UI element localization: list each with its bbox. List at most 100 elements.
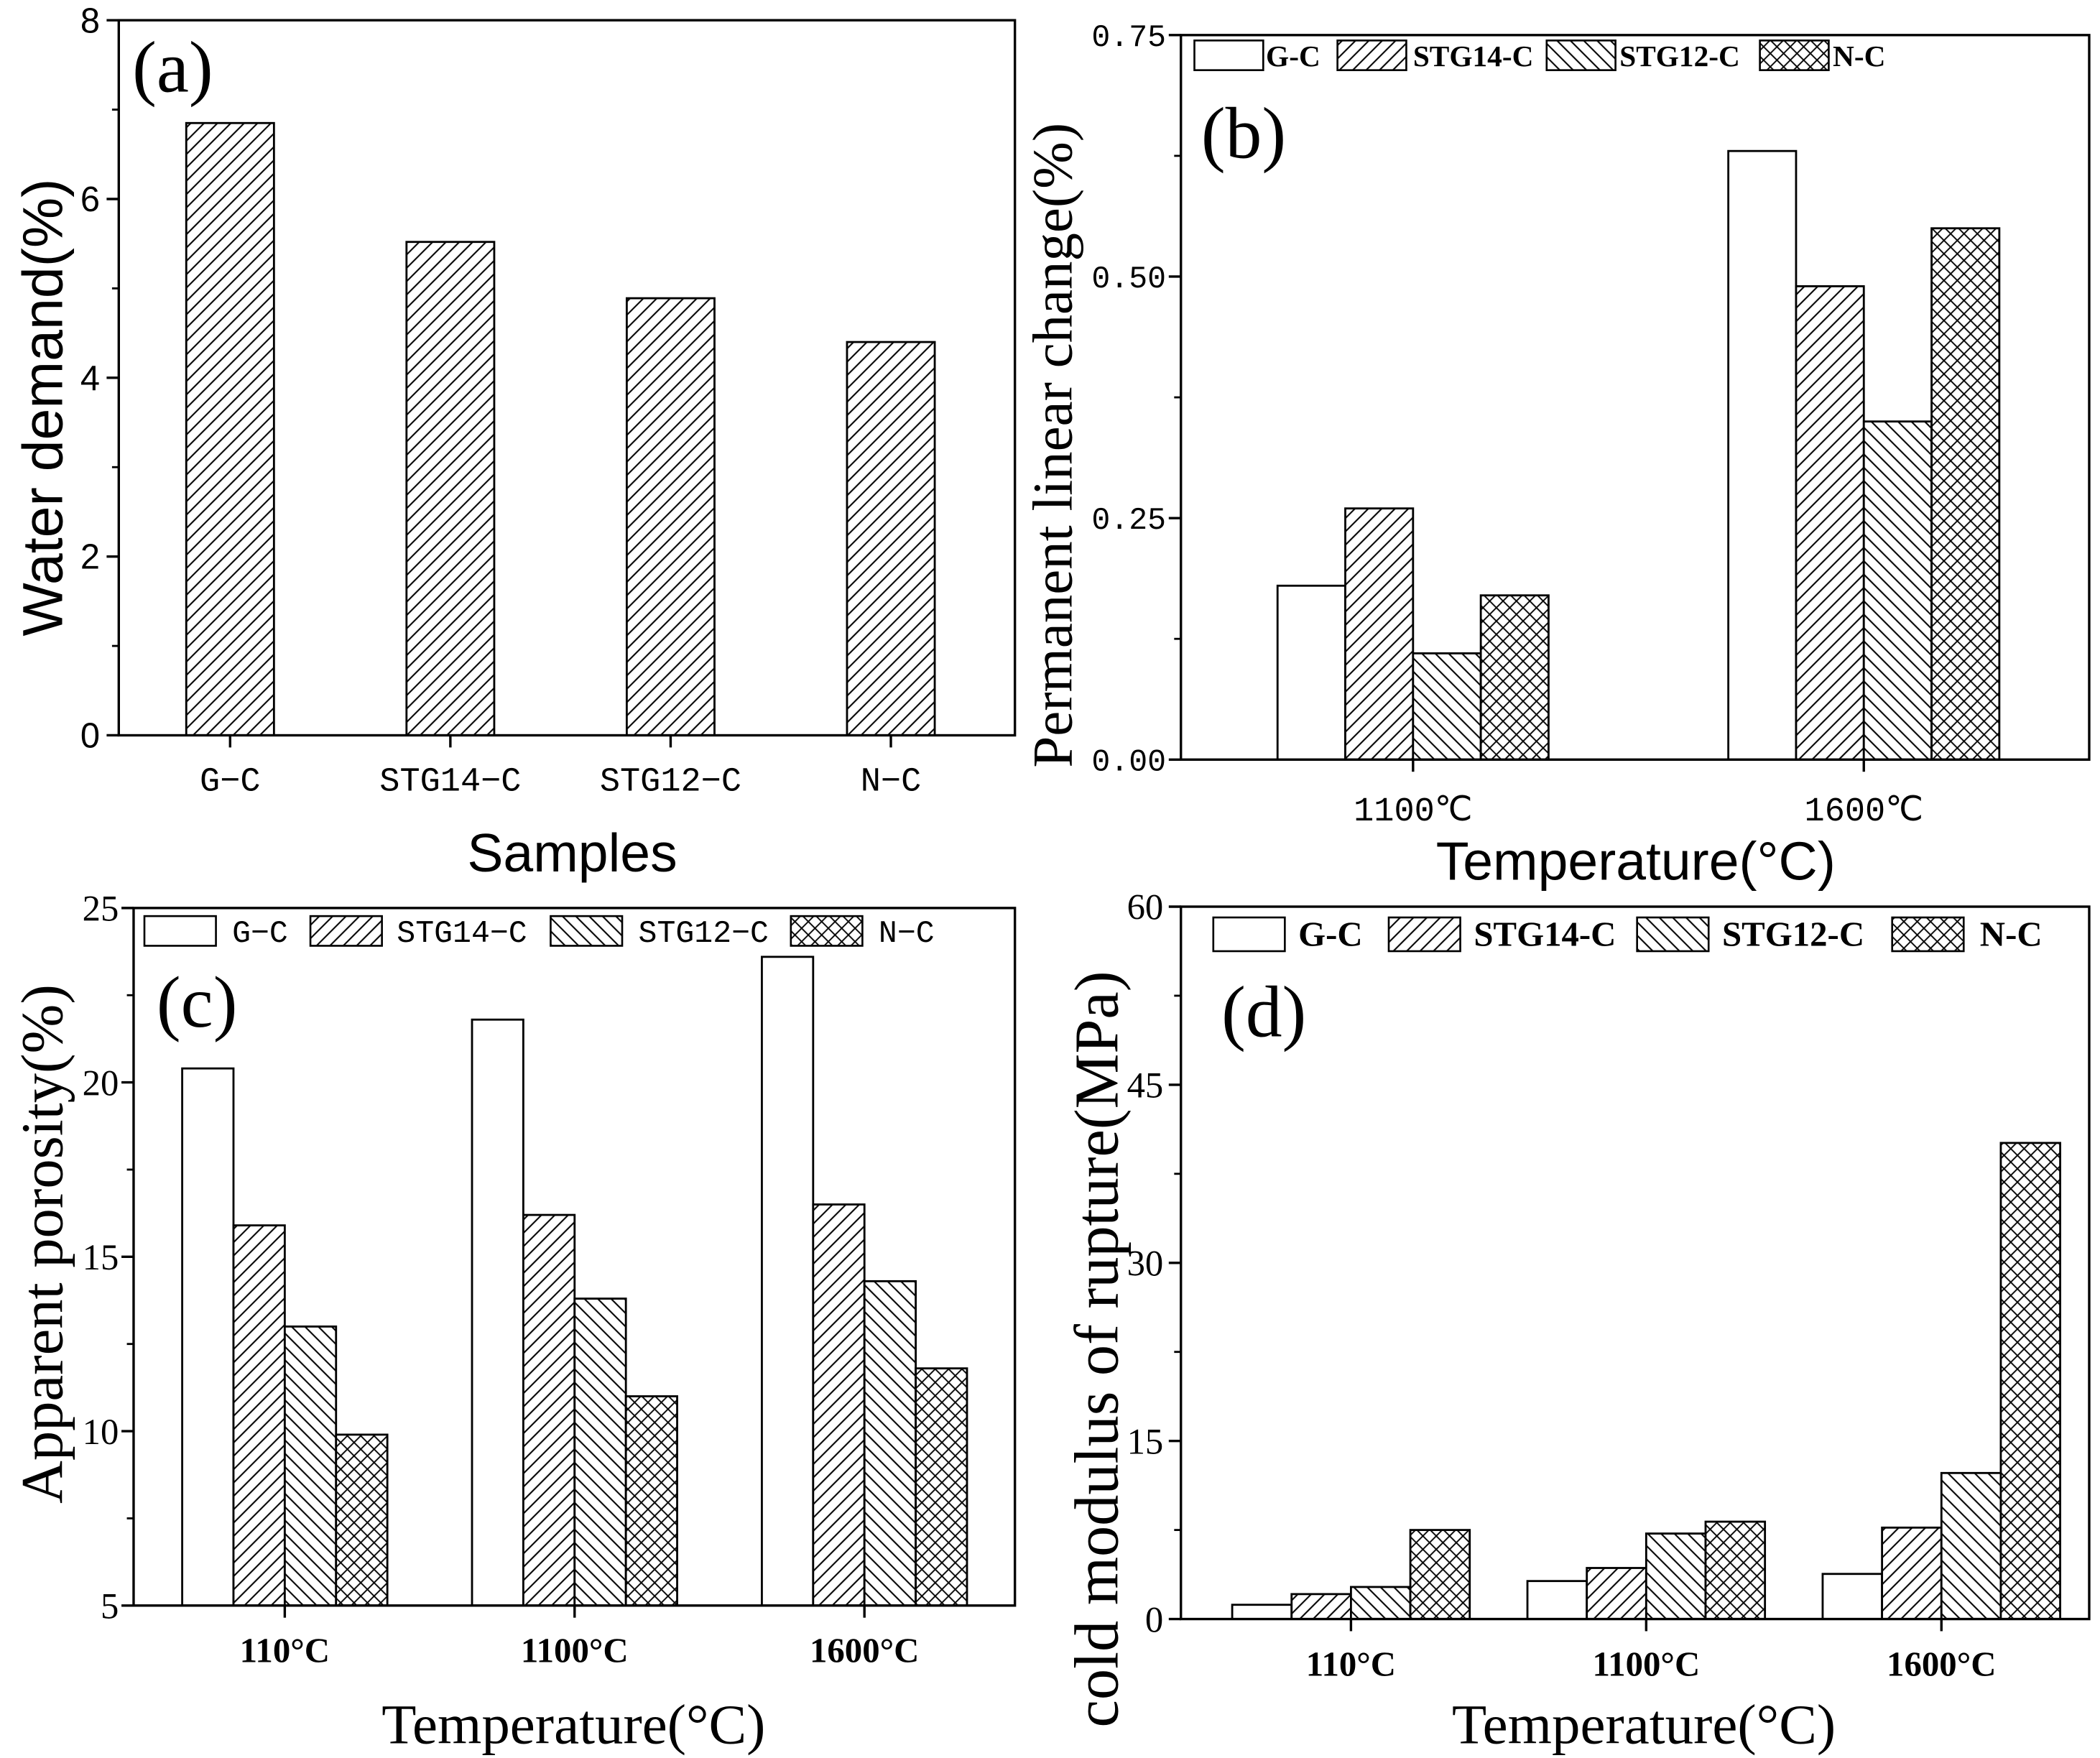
bar-stg14-c-1100 xyxy=(1344,507,1415,761)
y-tick-label: 45 xyxy=(1127,1065,1164,1106)
bar-stg14-c xyxy=(405,241,496,736)
bar-stg14-c-1100-c xyxy=(1586,1567,1647,1620)
panel-label: (a) xyxy=(132,27,213,108)
y-tick-label: 30 xyxy=(1127,1244,1164,1284)
legend-swatch-stg14-c xyxy=(1336,40,1407,71)
bar-stg12-c-1600 xyxy=(1862,420,1933,761)
bar-n-c-1100 xyxy=(1479,594,1550,761)
y-tick-label: 0.50 xyxy=(1091,262,1166,297)
legend-swatch-stg14-c xyxy=(309,915,383,947)
bar-g-c-1100 xyxy=(1276,584,1346,761)
x-tick-label: 1100°C xyxy=(521,1631,629,1670)
bar-stg12-c-1600-c xyxy=(863,1280,917,1607)
bars xyxy=(1276,149,2001,761)
bar-stg14-c-1600 xyxy=(1795,285,1865,761)
x-tick-label: 1600℃ xyxy=(1805,793,1923,831)
legend-label-stg12-c: STG12−C xyxy=(639,916,769,951)
bar-stg14-c-1600-c xyxy=(812,1203,866,1607)
bar-stg14-c-110-c xyxy=(232,1224,286,1607)
y-tick-label: 0.00 xyxy=(1091,744,1166,779)
bar-stg12-c-110-c xyxy=(283,1326,338,1607)
x-tick-label: 110°C xyxy=(1306,1644,1396,1683)
bar-n-c-1100-c xyxy=(624,1395,678,1607)
bar-stg12-c xyxy=(625,297,716,736)
legend-label-stg12-c: STG12-C xyxy=(1619,40,1740,73)
bar-n-c-110-c xyxy=(1409,1529,1471,1620)
y-tick-label: 20 xyxy=(83,1063,119,1103)
x-axis-label: Temperature(°C) xyxy=(1436,831,1836,891)
legend-label-n-c: N−C xyxy=(879,916,935,951)
x-axis-label: Samples xyxy=(467,823,677,883)
y-tick-label: 2 xyxy=(80,538,100,577)
panel-a: 0 2 4 6 8 G−C STG14−C STG12−C N−C Samples Water de… xyxy=(11,1,1017,883)
y-tick-label: 6 xyxy=(80,180,100,219)
y-tick-label: 60 xyxy=(1127,887,1164,927)
panel-label: (d) xyxy=(1221,971,1306,1052)
y-axis-label: Apparent porosity(%) xyxy=(9,984,75,1504)
y-tick-label: 0.25 xyxy=(1091,503,1166,538)
x-axis-label: Temperature(°C) xyxy=(1452,1693,1836,1756)
legend-label-stg14-c: STG14-C xyxy=(1474,914,1616,953)
bar-g-c-1600 xyxy=(1727,149,1798,761)
legend: G-C STG14-C STG12-C N-C xyxy=(1212,914,2043,953)
legend-label-stg14-c: STG14−C xyxy=(397,916,527,951)
bar-g-c-1100-c xyxy=(471,1018,524,1607)
legend-label-g-c: G−C xyxy=(232,916,288,951)
bar-g-c-1600-c xyxy=(761,956,815,1607)
y-tick-label: 8 xyxy=(80,1,100,40)
panel-c: 5 10 15 20 25 110°C 1100°C 1600°C Temperature(°C… xyxy=(9,889,1017,1756)
legend-swatch-stg12-c xyxy=(550,915,624,947)
x-tick-label: STG12−C xyxy=(600,763,741,801)
y-tick-label: 4 xyxy=(80,359,100,398)
legend: G−C STG14−C STG12−C N−C xyxy=(143,915,935,951)
x-tick-label: 1100℃ xyxy=(1354,793,1472,831)
panel-label: (c) xyxy=(157,962,238,1042)
legend-label-g-c: G-C xyxy=(1298,914,1363,953)
legend-swatch-g-c xyxy=(1193,40,1264,71)
legend-label-n-c: N-C xyxy=(1980,914,2043,953)
legend-label-stg14-c: STG14-C xyxy=(1413,40,1534,73)
bar-g-c-1600-c xyxy=(1821,1573,1884,1620)
bars xyxy=(181,956,968,1607)
bar-stg12-c-1100-c xyxy=(1645,1532,1707,1620)
y-tick-label: 0 xyxy=(80,717,100,756)
bar-g-c-1100-c xyxy=(1526,1580,1588,1620)
bar-n-c-110-c xyxy=(335,1433,389,1607)
y-tick-label: 10 xyxy=(83,1412,119,1452)
bar-n-c-1600 xyxy=(1930,227,2001,761)
y-tick-label: 0.75 xyxy=(1091,20,1166,55)
bar-stg14-c-110-c xyxy=(1290,1593,1352,1620)
y-axis-label: cold modulus of rupture(MPa) xyxy=(1062,971,1131,1727)
bar-stg12-c-1100 xyxy=(1412,652,1482,761)
bar-g-c xyxy=(185,121,275,736)
legend-swatch-g-c xyxy=(143,915,217,947)
y-axis-label: Water demand(%) xyxy=(11,179,74,637)
legend: G-C STG14-C STG12-C N-C xyxy=(1193,40,1885,73)
bar-n-c xyxy=(846,341,936,736)
bar-g-c-110-c xyxy=(1231,1604,1293,1620)
y-tick-label: 25 xyxy=(83,889,119,929)
bar-stg12-c-110-c xyxy=(1350,1586,1412,1620)
x-tick-label: 1600°C xyxy=(1887,1644,1996,1683)
legend-label-stg12-c: STG12-C xyxy=(1722,914,1864,953)
legend-swatch-n-c xyxy=(1759,40,1830,71)
x-tick-label: 110°C xyxy=(240,1631,330,1670)
x-tick-label: N−C xyxy=(861,763,922,801)
y-tick-label: 0 xyxy=(1145,1599,1163,1639)
bar-stg14-c-1600-c xyxy=(1881,1526,1943,1620)
x-tick-label: G−C xyxy=(200,763,261,801)
panel-label: (b) xyxy=(1201,93,1286,174)
bar-n-c-1600-c xyxy=(1999,1142,2061,1620)
x-tick-label: 1600°C xyxy=(810,1631,919,1670)
legend-swatch-g-c xyxy=(1212,916,1286,953)
y-tick-label: 15 xyxy=(83,1237,119,1277)
panel-d: 0 15 30 45 60 110°C 1100°C 1600°C Temperature(°C… xyxy=(1062,887,2091,1756)
legend-swatch-stg14-c xyxy=(1387,916,1461,953)
x-tick-label: STG14−C xyxy=(379,763,521,801)
legend-label-g-c: G-C xyxy=(1266,40,1320,73)
bar-g-c-110-c xyxy=(181,1067,235,1607)
y-axis-label: Permanent linear change(%) xyxy=(1022,123,1085,768)
x-axis-label: Temperature(°C) xyxy=(381,1693,765,1756)
legend-swatch-stg12-c xyxy=(1545,40,1616,71)
